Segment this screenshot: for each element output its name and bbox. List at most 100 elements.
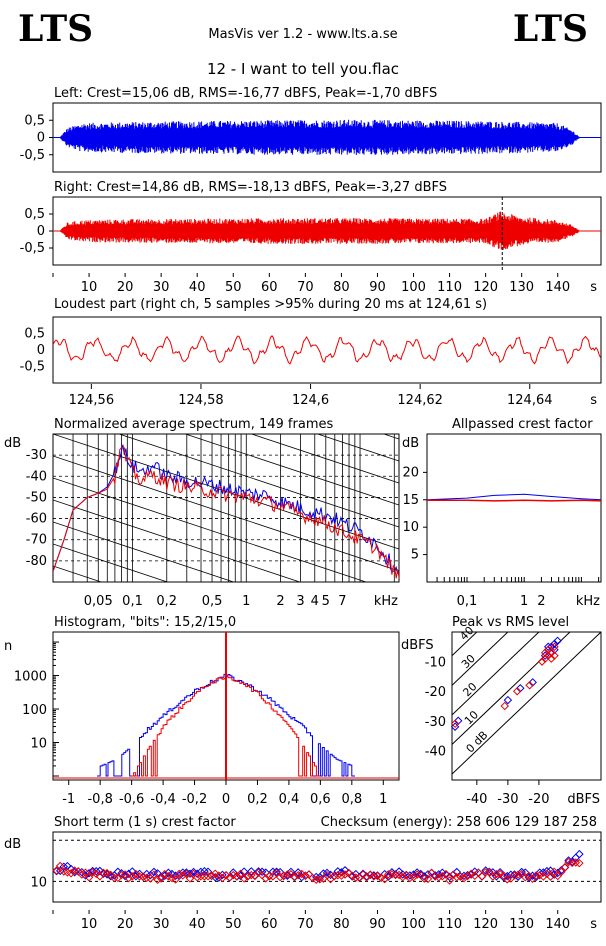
- crest-point-right: [66, 868, 76, 878]
- spectrum-slope-line: [117, 434, 399, 528]
- peakrms-point-right: [512, 686, 522, 696]
- histogram-xtick-label: 0,2: [247, 792, 268, 807]
- crest-point-right: [77, 870, 87, 879]
- peakrms-ytick-label: -20: [425, 685, 446, 700]
- allpass-title: Allpassed crest factor: [452, 417, 593, 432]
- crest-point-right: [174, 869, 184, 879]
- peakrms-point-left: [453, 716, 463, 726]
- lts-logo-right: LTS: [512, 8, 588, 50]
- right-ytick-label: 0: [37, 224, 45, 239]
- crest-point-right: [448, 870, 458, 880]
- right-xtick-label: 30: [153, 280, 170, 295]
- crest-point-right: [84, 873, 94, 882]
- crest-point-left: [149, 867, 159, 877]
- crest-xtick-label: 130: [509, 917, 534, 932]
- peakrms-title: Peak vs RMS level: [452, 615, 569, 630]
- spectrum-ylabel: dB: [4, 436, 21, 451]
- peakrms-point-right: [537, 657, 547, 666]
- crest-point-left: [120, 871, 130, 881]
- allpass-line-right: [427, 499, 602, 502]
- spectrum-series-left: [53, 444, 399, 574]
- peakrms-ytick-label: -40: [425, 744, 446, 759]
- peakrms-point-right: [547, 648, 556, 657]
- crest-point-right: [164, 872, 173, 881]
- crest-point-right: [225, 873, 234, 882]
- crest-point-right: [380, 874, 389, 884]
- allpass-ytick-label: 5: [411, 548, 419, 563]
- crest-point-right: [156, 874, 166, 883]
- crest-point-right: [138, 872, 148, 881]
- spectrum-xtick-label: 5: [322, 594, 330, 609]
- crest-point-left: [387, 868, 397, 877]
- right-ytick-label: -0,5: [20, 241, 45, 256]
- right-xtick-label: 20: [117, 280, 134, 295]
- crest-point-right: [275, 872, 285, 882]
- crest-xtick-label: 60: [261, 917, 278, 932]
- crest-xtick-label: 140: [545, 917, 570, 932]
- crest-point-right: [185, 874, 195, 883]
- allpass-ylabel: dB: [402, 436, 419, 451]
- crest-point-left: [513, 872, 523, 881]
- spectrum-xtick-label: 7: [338, 594, 346, 609]
- allpass-ytick-label: 10: [402, 520, 419, 535]
- crest-point-right: [232, 871, 242, 881]
- crest-xtick-label: 40: [189, 917, 206, 932]
- spectrum-xunit: kHz: [374, 594, 398, 609]
- crest-title: Short term (1 s) crest factor: [54, 815, 236, 830]
- histogram-xtick-label: -1: [62, 792, 75, 807]
- crest-xtick-label: 80: [333, 917, 350, 932]
- crest-point-right: [207, 871, 216, 880]
- crest-point-left: [189, 867, 198, 877]
- allpass-xtick-label: 1: [520, 594, 528, 609]
- loudest-frame: [52, 316, 602, 384]
- right-xtick-label: 10: [81, 280, 98, 295]
- peakrms-point-right: [547, 654, 556, 663]
- peakrms-point-right: [540, 654, 550, 663]
- loudest-xtick-label: 124,62: [397, 393, 443, 408]
- crest-xtick-label: 110: [437, 917, 462, 932]
- crest-xtick-label: 120: [473, 917, 498, 932]
- spectrum-slope-line: [53, 543, 169, 582]
- right-ytick-label: 0,5: [24, 207, 45, 222]
- left-ytick-label: -0,5: [20, 148, 45, 163]
- allpass-xunit: kHz: [576, 594, 600, 609]
- spectrum-xtick-label: 2: [276, 594, 284, 609]
- crest-point-left: [322, 868, 332, 878]
- peakrms-diagonals: [452, 632, 601, 775]
- peakrms-point-left: [516, 683, 525, 693]
- crest-point-right: [254, 868, 263, 877]
- crest-point-right: [340, 870, 350, 879]
- crest-point-left: [384, 872, 393, 881]
- crest-point-right: [456, 872, 465, 881]
- crest-point-right: [503, 875, 512, 884]
- spectrum-line-left: [53, 444, 399, 574]
- left-waveform: [59, 119, 580, 155]
- histogram-title: Histogram, "bits": 15,2/15,0: [54, 615, 236, 630]
- crest-point-right: [160, 869, 170, 879]
- right-xtick-label: 60: [261, 280, 278, 295]
- peakrms-diagonal-label: 0 dB: [464, 729, 491, 756]
- peakrms-point-right: [543, 651, 553, 660]
- histogram-xtick-label: 0: [222, 792, 230, 807]
- crest-point-right: [362, 872, 371, 882]
- spectrum-slope-line: [53, 455, 399, 572]
- app-title: MasVis ver 1.2 - www.lts.a.se: [208, 27, 398, 42]
- loudest-xtick-label: 124,58: [178, 393, 224, 408]
- crest-point-right: [546, 872, 555, 881]
- crest-point-right: [243, 872, 252, 881]
- right-xtick-label: 70: [297, 280, 314, 295]
- peakrms-diagonal-label: 10: [462, 708, 481, 727]
- loudest-title: Loudest part (right ch, 5 samples >95% d…: [54, 297, 487, 312]
- spectrum-ytick-label: -50: [26, 490, 47, 505]
- crest-point-right: [423, 874, 433, 884]
- crest-point-right: [124, 873, 133, 883]
- spectrum-xtick-label: 0,1: [122, 594, 143, 609]
- allpass-xtick-label: 0,1: [457, 594, 478, 609]
- crest-point-left: [412, 868, 422, 877]
- crest-point-right: [210, 869, 220, 878]
- histogram-xtick-label: -0,8: [87, 792, 112, 807]
- peakrms-diagonal-label: 20: [460, 680, 479, 699]
- crest-point-right: [304, 870, 314, 879]
- loudest-xtick-label: 124,6: [292, 393, 329, 408]
